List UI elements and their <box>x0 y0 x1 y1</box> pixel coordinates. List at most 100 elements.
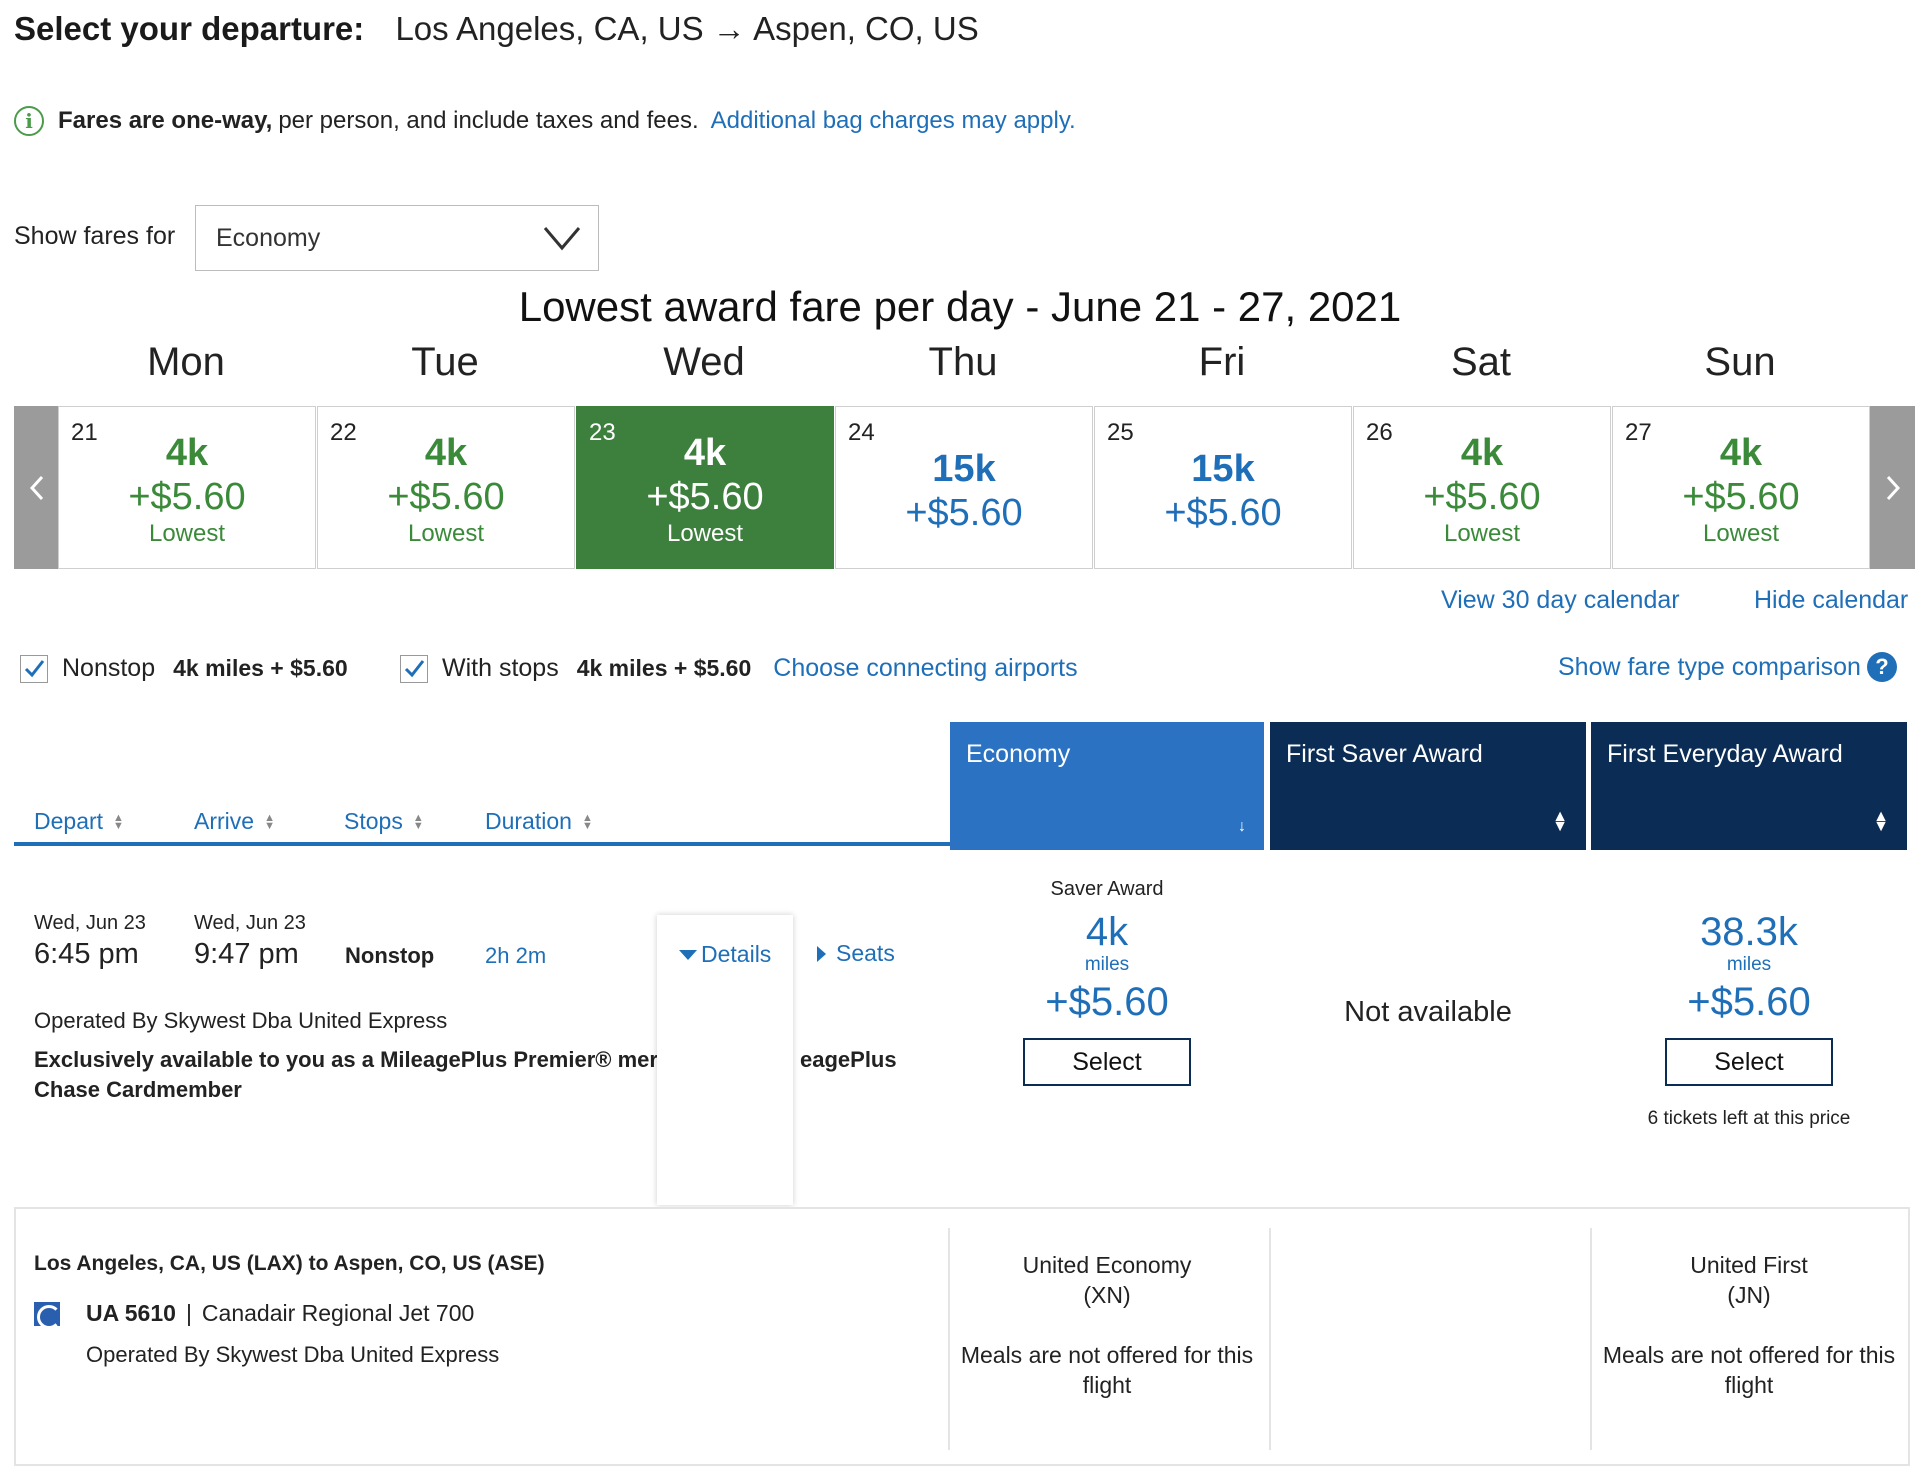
view-30-day-link[interactable]: View 30 day calendar <box>1441 586 1680 614</box>
calendar-day-27[interactable]: 27 4k +$5.60 Lowest <box>1612 406 1870 569</box>
cabin-header-first-saver[interactable]: First Saver Award ▲ ▼ <box>1270 722 1586 850</box>
calendar-day-price: +$5.60 <box>1164 492 1282 534</box>
calendar-day-tag: Lowest <box>1702 520 1780 547</box>
operated-by: Operated By Skywest Dba United Express <box>34 1008 448 1033</box>
aircraft-type: Canadair Regional Jet 700 <box>201 1300 475 1326</box>
cabin-header-label: Economy <box>966 740 1071 768</box>
flight-duration: 2h 2m <box>485 943 547 968</box>
economy-fare-code: (XN) <box>1083 1282 1131 1308</box>
with-stops-checkbox[interactable] <box>400 654 428 683</box>
chevron-right-icon <box>1886 475 1900 500</box>
sort-arrows-icon: ▲ ▼ <box>1552 808 1568 835</box>
cabin-header-economy[interactable]: Economy ↓ <box>950 722 1264 850</box>
arrive-time: 9:47 pm <box>194 938 299 970</box>
notice-bold: Fares are one-way, <box>58 107 273 134</box>
caret-right-icon <box>817 945 826 962</box>
calendar-prev-button[interactable] <box>14 406 59 569</box>
economy-meal-info: Meals are not offered for this flight <box>960 1342 1254 1398</box>
sort-arrive[interactable]: Arrive ▲ ▼ <box>194 808 275 835</box>
arrive-date: Wed, Jun 23 <box>194 912 306 934</box>
dayname-thu: Thu <box>928 340 998 384</box>
first-everyday-select-button[interactable]: Select <box>1665 1038 1833 1086</box>
bag-charges-link[interactable]: Additional bag charges may apply. <box>710 107 1076 134</box>
dayname-sun: Sun <box>1704 340 1776 384</box>
nonstop-checkbox[interactable] <box>20 654 48 683</box>
with-stops-value: 4k miles + $5.60 <box>576 655 752 681</box>
seats-label: Seats <box>836 940 895 966</box>
calendar-day-21[interactable]: 21 4k +$5.60 Lowest <box>58 406 316 569</box>
depart-time: 6:45 pm <box>34 938 139 970</box>
sort-bar <box>14 842 950 846</box>
sort-arrows-icon: ▲ ▼ <box>412 811 424 832</box>
first-meal-info: Meals are not offered for this flight <box>1602 1342 1896 1398</box>
sort-arrows-icon: ▲ ▼ <box>1873 808 1889 835</box>
flight-number: UA 5610 <box>86 1300 176 1326</box>
dayname-sat: Sat <box>1450 340 1512 384</box>
divider <box>1590 1228 1592 1450</box>
calendar-day-price: +$5.60 <box>1423 476 1541 518</box>
details-toggle[interactable]: Details <box>679 941 771 968</box>
cabin-select-value: Economy <box>216 223 321 252</box>
calendar-day-date: 27 <box>1625 419 1652 446</box>
hide-calendar-link[interactable]: Hide calendar <box>1754 586 1909 614</box>
exclusive-offer-line2: Chase Cardmember <box>34 1077 242 1102</box>
first-everyday-price: +$5.60 <box>1687 980 1811 1024</box>
calendar-day-date: 21 <box>71 419 98 446</box>
economy-cabin-name: United Economy <box>1022 1252 1192 1278</box>
nonstop-value: 4k miles + $5.60 <box>173 655 348 681</box>
details-label: Details <box>701 941 772 967</box>
calendar-day-miles: 15k <box>1191 448 1255 490</box>
first-everyday-miles: 38.3k <box>1700 910 1798 954</box>
sort-down-arrow-icon: ↓ <box>1238 818 1246 835</box>
sort-stops-label: Stops <box>344 808 403 834</box>
segment-route: Los Angeles, CA, US (LAX) to Aspen, CO, … <box>34 1252 545 1275</box>
cabin-header-first-everyday[interactable]: First Everyday Award ▲ ▼ <box>1591 722 1907 850</box>
calendar-day-miles: 15k <box>932 448 996 490</box>
first-cabin-name: United First <box>1690 1252 1808 1278</box>
route-text: Los Angeles, CA, US → Aspen, CO, US <box>395 10 979 47</box>
calendar-day-tag: Lowest <box>1443 520 1521 547</box>
calendar-day-date: 24 <box>848 419 875 446</box>
connecting-airports-link[interactable]: Choose connecting airports <box>773 654 1078 682</box>
sort-duration[interactable]: Duration ▲ ▼ <box>485 808 593 835</box>
economy-cabin-info: United Economy (XN) Meals are not offere… <box>952 1250 1262 1400</box>
exclusive-offer-line1-tail: eagePlus <box>800 1047 897 1072</box>
calendar-day-date: 22 <box>330 419 357 446</box>
dayname-mon: Mon <box>147 340 225 384</box>
calendar-day-price: +$5.60 <box>905 492 1023 534</box>
divider <box>1269 1228 1271 1450</box>
fare-comparison-link[interactable]: Show fare type comparison <box>1558 652 1861 681</box>
calendar-title: Lowest award fare per day - June 21 - 27… <box>518 283 1402 330</box>
calendar-day-miles: 4k <box>165 432 209 474</box>
calendar-day-24[interactable]: 24 15k +$5.60 <box>835 406 1093 569</box>
caret-down-icon <box>679 949 697 960</box>
details-panel: Details <box>657 915 793 1205</box>
separator: | <box>185 1300 192 1326</box>
economy-price: +$5.60 <box>1045 980 1169 1024</box>
calendar-day-23[interactable]: 23 4k +$5.60 Lowest <box>576 406 834 569</box>
help-icon[interactable]: ? <box>1866 652 1897 682</box>
calendar-day-22[interactable]: 22 4k +$5.60 Lowest <box>317 406 575 569</box>
chevron-left-icon <box>29 475 43 500</box>
cabin-header-label: First Everyday Award <box>1607 740 1843 768</box>
checkmark-icon <box>404 659 425 677</box>
economy-miles: 4k <box>1085 910 1129 954</box>
sort-depart[interactable]: Depart ▲ ▼ <box>34 808 124 835</box>
sort-arrows-icon: ▲ ▼ <box>113 811 124 832</box>
cabin-select[interactable]: Economy <box>195 205 599 271</box>
seats-link[interactable]: Seats <box>817 940 895 967</box>
sort-arrive-label: Arrive <box>194 808 255 834</box>
economy-fare: Saver Award 4k miles +$5.60 Select <box>947 876 1267 1086</box>
united-logo-icon <box>34 1301 60 1326</box>
calendar-day-price: +$5.60 <box>1682 476 1800 518</box>
sort-stops[interactable]: Stops ▲ ▼ <box>344 808 424 835</box>
exclusive-offer-line1: Exclusively available to you as a Mileag… <box>34 1047 658 1072</box>
segment-flight: UA 5610 | Canadair Regional Jet 700 <box>34 1300 474 1327</box>
first-everyday-miles-unit: miles <box>1726 954 1772 975</box>
economy-select-button[interactable]: Select <box>1023 1038 1191 1086</box>
segment-details <box>14 1207 1910 1466</box>
calendar-day-26[interactable]: 26 4k +$5.60 Lowest <box>1353 406 1611 569</box>
calendar-next-button[interactable] <box>1870 406 1915 569</box>
calendar-day-25[interactable]: 25 15k +$5.60 <box>1094 406 1352 569</box>
calendar-day-miles: 4k <box>683 432 727 474</box>
